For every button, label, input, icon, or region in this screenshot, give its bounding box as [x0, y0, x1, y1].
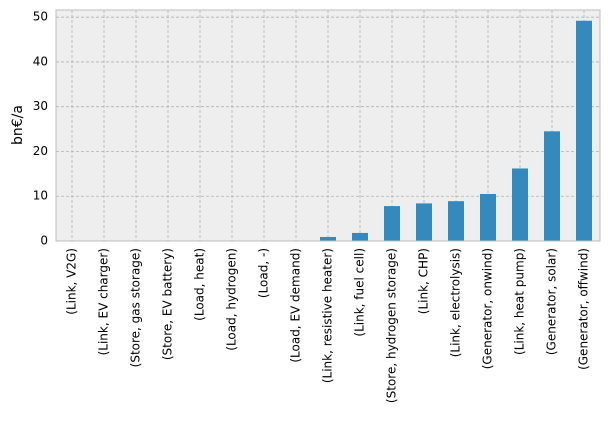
- y-tick-label: 40: [33, 54, 48, 68]
- x-tick-label: (Link, EV charger): [97, 248, 111, 355]
- bar: [576, 20, 592, 241]
- bar: [480, 193, 496, 241]
- y-axis-label: bn€/a: [10, 105, 26, 145]
- x-tick-label: (Load, EV demand): [289, 248, 303, 363]
- x-tick-label: (Link, V2G): [65, 248, 79, 315]
- y-tick-label: 10: [33, 189, 48, 203]
- x-tick-label: (Link, fuel cell): [353, 248, 367, 337]
- bar: [320, 236, 336, 241]
- bar: [416, 203, 432, 241]
- x-tick-label: (Link, CHP): [417, 248, 431, 314]
- bar: [512, 168, 528, 241]
- bar: [544, 131, 560, 241]
- y-tick-label: 30: [33, 99, 48, 113]
- x-tick-label: (Link, electrolysis): [449, 248, 463, 357]
- x-tick-label: (Store, hydrogen storage): [385, 248, 399, 403]
- y-tick-label: 0: [40, 234, 48, 248]
- x-tick-label: (Link, heat pump): [513, 248, 527, 355]
- bar: [384, 206, 400, 241]
- x-tick-label: (Generator, solar): [545, 248, 559, 355]
- y-tick-label: 50: [33, 10, 48, 24]
- x-tick-label: (Load, -): [257, 248, 271, 298]
- x-tick-label: (Generator, onwind): [481, 248, 495, 369]
- bar: [352, 232, 368, 241]
- x-tick-label: (Link, resistive heater): [321, 248, 335, 383]
- x-tick-label: (Load, hydrogen): [225, 248, 239, 351]
- x-tick-label: (Store, gas storage): [129, 248, 143, 367]
- x-tick-label: (Store, EV battery): [161, 248, 175, 360]
- x-tick-label: (Load, heat): [193, 248, 207, 321]
- plot-border: [55, 9, 601, 242]
- bar: [448, 201, 464, 241]
- y-tick-label: 20: [33, 144, 48, 158]
- x-tick-label: (Generator, offwind): [577, 248, 591, 370]
